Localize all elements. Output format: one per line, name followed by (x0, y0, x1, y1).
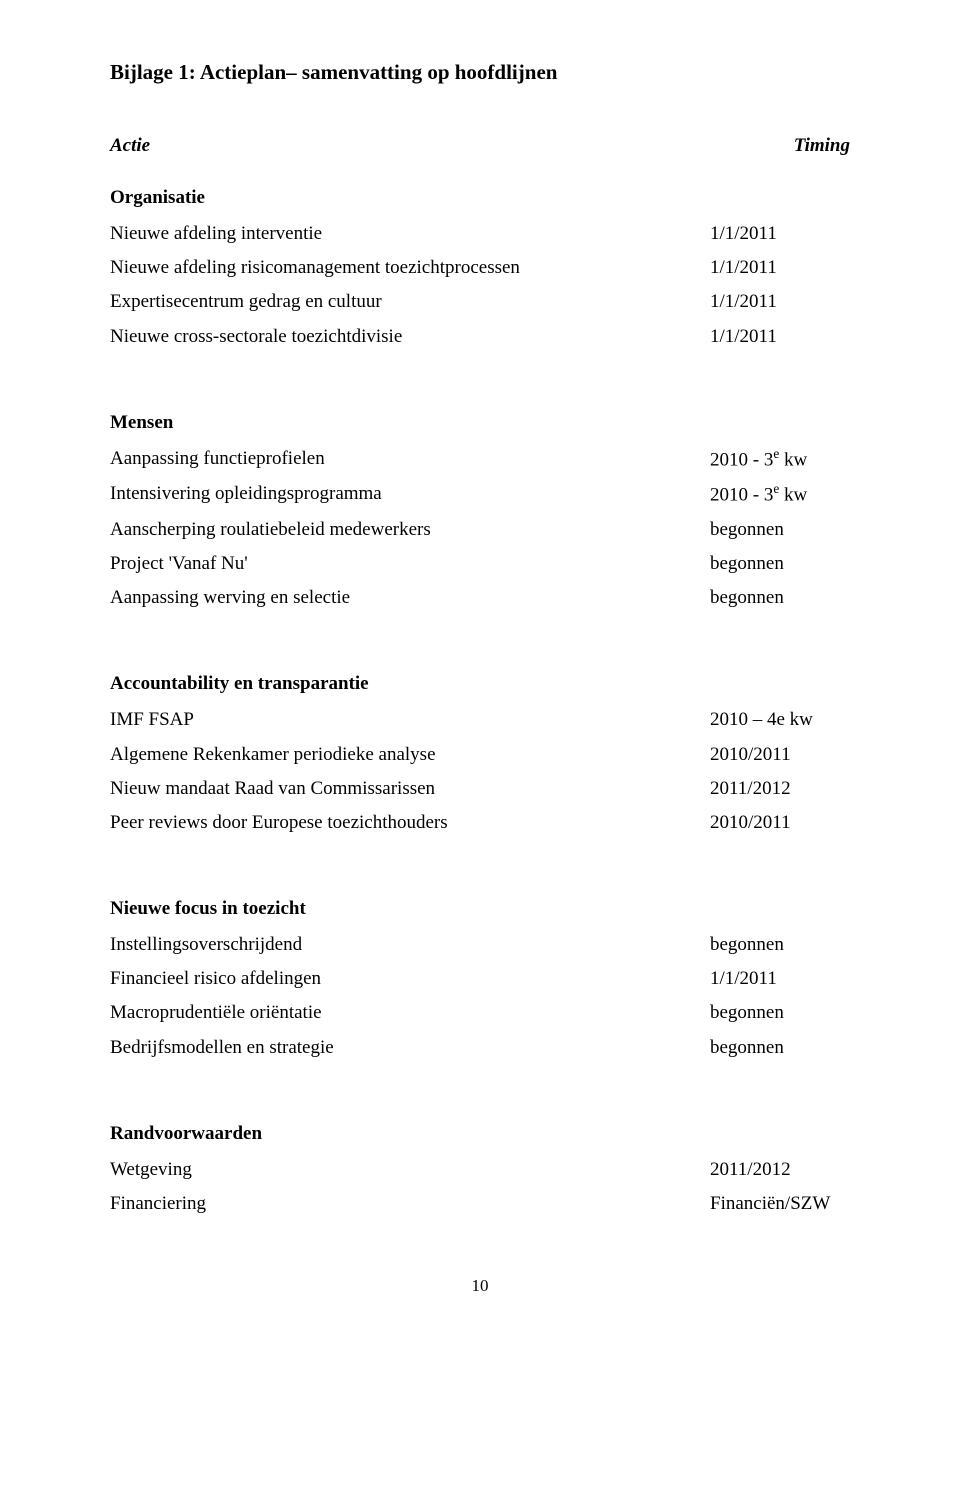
table-row: Nieuwe cross-sectorale toezichtdivisie 1… (110, 320, 850, 354)
row-label: Project 'Vanaf Nu' (110, 547, 710, 581)
row-value: 1/1/2011 (710, 962, 850, 996)
table-row: Project 'Vanaf Nu' begonnen (110, 547, 850, 581)
row-label: Financieel risico afdelingen (110, 962, 710, 996)
table-row: Nieuw mandaat Raad van Commissarissen 20… (110, 772, 850, 806)
table-row: Peer reviews door Europese toezichthoude… (110, 806, 850, 840)
row-value: 2010/2011 (710, 738, 850, 772)
table-row: Nieuwe afdeling interventie 1/1/2011 (110, 217, 850, 251)
row-value: Financiën/SZW (710, 1187, 850, 1221)
row-label: Wetgeving (110, 1153, 710, 1187)
table-header-row: Actie Timing (110, 135, 850, 157)
row-value: begonnen (710, 996, 850, 1030)
section-heading: Mensen (110, 412, 850, 434)
row-value: 1/1/2011 (710, 320, 850, 354)
row-label: Nieuwe afdeling risicomanagement toezich… (110, 251, 710, 285)
row-label: Financiering (110, 1187, 710, 1221)
row-label: Instellingsoverschrijdend (110, 928, 710, 962)
table-row: Algemene Rekenkamer periodieke analyse 2… (110, 738, 850, 772)
table-row: Nieuwe afdeling risicomanagement toezich… (110, 251, 850, 285)
row-value: 2011/2012 (710, 772, 850, 806)
header-right: Timing (794, 135, 850, 157)
row-label: Macroprudentiële oriëntatie (110, 996, 710, 1030)
row-value: 2011/2012 (710, 1153, 850, 1187)
table-row: Intensivering opleidingsprogramma 2010 -… (110, 477, 850, 513)
row-value: 1/1/2011 (710, 251, 850, 285)
section-heading: Accountability en transparantie (110, 673, 850, 695)
page-number: 10 (110, 1276, 850, 1296)
table-row: Aanscherping roulatiebeleid medewerkers … (110, 513, 850, 547)
document-title: Bijlage 1: Actieplan– samenvatting op ho… (110, 60, 850, 85)
table-row: Aanpassing functieprofielen 2010 - 3e kw (110, 442, 850, 478)
table-row: Expertisecentrum gedrag en cultuur 1/1/2… (110, 285, 850, 319)
row-value: 1/1/2011 (710, 285, 850, 319)
row-label: IMF FSAP (110, 703, 710, 737)
row-value: 2010 - 3e kw (710, 442, 850, 478)
row-label: Intensivering opleidingsprogramma (110, 477, 710, 513)
row-value: 2010/2011 (710, 806, 850, 840)
row-label: Nieuwe cross-sectorale toezichtdivisie (110, 320, 710, 354)
table-row: IMF FSAP 2010 – 4e kw (110, 703, 850, 737)
row-label: Aanpassing werving en selectie (110, 581, 710, 615)
table-row: Financieel risico afdelingen 1/1/2011 (110, 962, 850, 996)
section-heading: Nieuwe focus in toezicht (110, 898, 850, 920)
row-label: Nieuw mandaat Raad van Commissarissen (110, 772, 710, 806)
row-label: Peer reviews door Europese toezichthoude… (110, 806, 710, 840)
header-left: Actie (110, 135, 150, 157)
row-value: begonnen (710, 928, 850, 962)
table-row: Bedrijfsmodellen en strategie begonnen (110, 1031, 850, 1065)
row-label: Expertisecentrum gedrag en cultuur (110, 285, 710, 319)
section-heading: Organisatie (110, 187, 850, 209)
table-row: Aanpassing werving en selectie begonnen (110, 581, 850, 615)
row-value: 2010 – 4e kw (710, 703, 850, 737)
row-label: Aanpassing functieprofielen (110, 442, 710, 478)
row-label: Bedrijfsmodellen en strategie (110, 1031, 710, 1065)
row-value: begonnen (710, 513, 850, 547)
row-value: 1/1/2011 (710, 217, 850, 251)
row-label: Algemene Rekenkamer periodieke analyse (110, 738, 710, 772)
table-row: Financiering Financiën/SZW (110, 1187, 850, 1221)
row-label: Nieuwe afdeling interventie (110, 217, 710, 251)
row-label: Aanscherping roulatiebeleid medewerkers (110, 513, 710, 547)
table-row: Instellingsoverschrijdend begonnen (110, 928, 850, 962)
row-value: 2010 - 3e kw (710, 477, 850, 513)
row-value: begonnen (710, 547, 850, 581)
table-row: Macroprudentiële oriëntatie begonnen (110, 996, 850, 1030)
row-value: begonnen (710, 1031, 850, 1065)
section-heading: Randvoorwaarden (110, 1123, 850, 1145)
row-value: begonnen (710, 581, 850, 615)
page-container: Bijlage 1: Actieplan– samenvatting op ho… (0, 0, 960, 1336)
table-row: Wetgeving 2011/2012 (110, 1153, 850, 1187)
